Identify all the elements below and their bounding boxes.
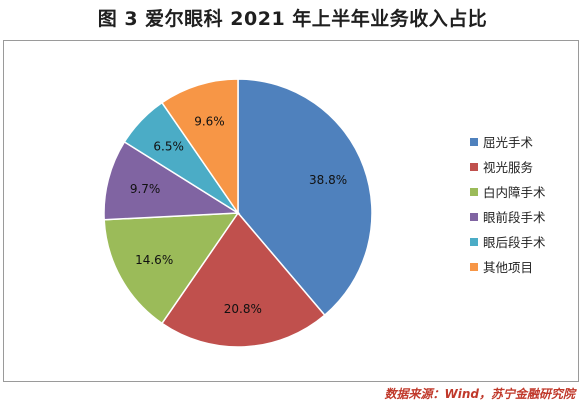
slice-label-5: 9.6% xyxy=(194,114,225,128)
legend-swatch xyxy=(470,137,478,146)
legend-item-5: 其他项目 xyxy=(470,254,546,279)
legend-swatch xyxy=(470,187,478,196)
legend-item-1: 视光服务 xyxy=(470,154,546,179)
legend-label: 视光服务 xyxy=(483,160,534,175)
legend-label: 白内障手术 xyxy=(483,185,546,200)
slice-label-1: 20.8% xyxy=(224,302,262,316)
legend-label: 眼前段手术 xyxy=(483,210,546,225)
pie-chart: 38.8% 20.8% 14.6% 9.7% 6.5% 9.6% xyxy=(103,78,373,348)
pie-slice-5 xyxy=(160,78,239,216)
legend-swatch xyxy=(470,162,478,171)
legend-item-3: 眼前段手术 xyxy=(470,204,546,229)
slice-label-0: 38.8% xyxy=(309,173,347,187)
legend-swatch xyxy=(470,262,478,271)
legend-item-2: 白内障手术 xyxy=(470,179,546,204)
data-source: 数据来源：Wind，苏宁金融研究院 xyxy=(384,387,575,401)
legend-item-0: 屈光手术 xyxy=(470,129,546,154)
legend-label: 其他项目 xyxy=(483,260,534,275)
legend-item-4: 眼后段手术 xyxy=(470,229,546,254)
legend-label: 眼后段手术 xyxy=(483,235,546,250)
slice-label-3: 9.7% xyxy=(130,182,161,196)
legend-swatch xyxy=(470,212,478,221)
pie-slice-2 xyxy=(103,212,240,325)
legend: 屈光手术视光服务白内障手术眼前段手术眼后段手术其他项目 xyxy=(470,129,546,279)
chart-title: 图 3 爱尔眼科 2021 年上半年业务收入占比 xyxy=(97,8,488,30)
legend-label: 屈光手术 xyxy=(483,135,534,150)
slice-label-4: 6.5% xyxy=(153,140,184,154)
slice-label-2: 14.6% xyxy=(135,253,173,267)
pie-slice-3 xyxy=(103,140,241,221)
legend-swatch xyxy=(470,237,478,246)
pie-slice-0 xyxy=(237,78,373,317)
pie-slice-1 xyxy=(160,211,326,348)
chart-area: 38.8% 20.8% 14.6% 9.7% 6.5% 9.6% 屈光手术视光服务白内障手… xyxy=(3,40,579,382)
